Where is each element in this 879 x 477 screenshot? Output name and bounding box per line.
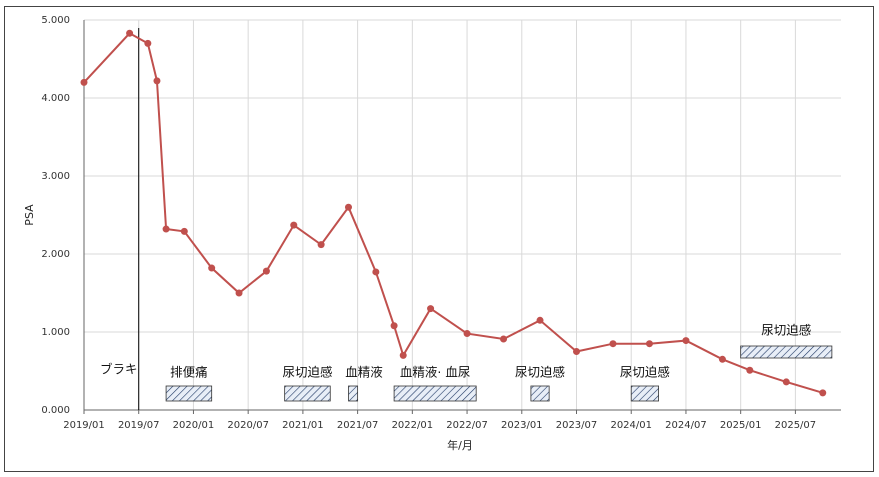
period-bar <box>348 385 359 402</box>
data-point <box>390 322 398 330</box>
x-tick-label: 2019/07 <box>118 420 160 431</box>
period-label: 排便痛 <box>170 365 208 380</box>
data-point <box>372 268 380 276</box>
x-tick-label: 2024/01 <box>610 420 652 431</box>
data-point <box>344 203 352 211</box>
data-point <box>573 348 581 355</box>
data-point <box>718 355 726 363</box>
data-point <box>682 337 690 345</box>
period-bar <box>530 385 550 402</box>
data-point <box>399 351 407 359</box>
annotation-label: ブラキ <box>100 362 138 377</box>
period-label: 尿切迫感 <box>515 365 565 380</box>
data-point <box>153 77 161 85</box>
data-point <box>180 227 188 235</box>
x-tick-label: 2019/01 <box>63 420 105 431</box>
x-tick-label: 2025/07 <box>775 420 817 431</box>
y-tick-label: 4.000 <box>41 93 70 104</box>
y-tick-label: 0.000 <box>41 405 70 416</box>
x-tick-label: 2022/01 <box>392 420 434 431</box>
period-bar <box>740 345 833 359</box>
chart-border <box>4 6 874 472</box>
data-point <box>536 316 544 324</box>
y-tick-label: 5.000 <box>41 15 70 26</box>
period-label: 血精液· 血尿 <box>400 365 470 380</box>
data-point <box>126 29 134 37</box>
x-tick-label: 2022/07 <box>446 420 488 431</box>
x-tick-label: 2023/01 <box>501 420 543 431</box>
period-label: 尿切迫感 <box>282 365 332 380</box>
data-point <box>427 305 435 313</box>
data-point <box>609 340 617 348</box>
period-bar <box>165 385 213 402</box>
data-point <box>317 241 325 249</box>
x-tick-label: 2020/07 <box>227 420 269 431</box>
period-label: 尿切迫感 <box>761 323 811 338</box>
data-point <box>235 289 243 297</box>
data-point <box>463 330 471 338</box>
x-tick-label: 2023/07 <box>556 420 598 431</box>
data-point <box>500 335 508 343</box>
data-point <box>746 366 754 374</box>
x-tick-label: 2024/07 <box>665 420 707 431</box>
data-point <box>819 389 827 397</box>
period-label: 尿切迫感 <box>620 365 670 380</box>
data-point <box>290 221 298 229</box>
period-bar <box>393 385 477 402</box>
data-point <box>645 340 653 348</box>
x-tick-label: 2021/01 <box>282 420 324 431</box>
data-point <box>144 39 152 47</box>
period-label: 血精液 <box>345 365 383 380</box>
x-tick-label: 2020/01 <box>173 420 215 431</box>
x-axis-title: 年/月 <box>447 438 473 452</box>
x-tick-label: 2021/07 <box>337 420 379 431</box>
x-tick-label: 2025/01 <box>720 420 762 431</box>
data-point <box>208 264 216 272</box>
y-tick-label: 1.000 <box>41 327 70 338</box>
data-point <box>262 267 270 275</box>
y-tick-label: 3.000 <box>41 171 70 182</box>
period-bar <box>630 385 659 402</box>
y-axis-title: PSA <box>23 204 36 226</box>
data-point <box>80 78 88 86</box>
y-tick-label: 2.000 <box>41 249 70 260</box>
data-point <box>782 378 790 386</box>
data-point <box>162 225 170 233</box>
period-bar <box>284 385 331 402</box>
